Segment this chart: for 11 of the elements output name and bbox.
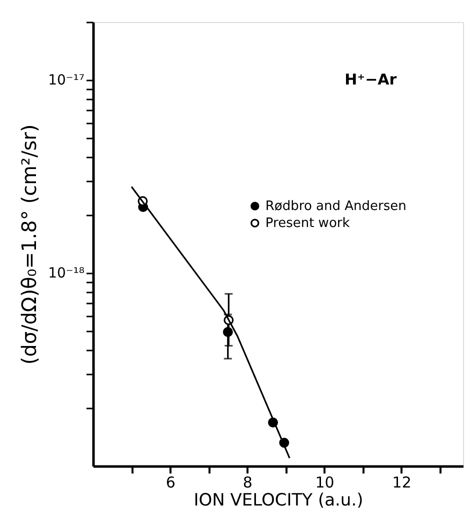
x-tick-label: 6 [166, 474, 176, 492]
legend-label: Present work [265, 216, 350, 232]
x-axis-title: ION VELOCITY (a.u.) [194, 490, 364, 510]
y-tick-label: 10⁻¹⁸ [48, 266, 85, 282]
annotation: H⁺−Ar [344, 70, 398, 89]
x-tick-label: 8 [242, 474, 252, 492]
legend-label: Rødbro and Andersen [265, 199, 406, 214]
x-tick-label: 10 [315, 474, 334, 492]
x-tick-label: 12 [392, 474, 412, 492]
y-tick-label: 10⁻¹⁷ [48, 72, 84, 89]
y-axis-title: (dσ/dΩ)θ₀=1.8° (cm²/sr) [17, 124, 42, 365]
